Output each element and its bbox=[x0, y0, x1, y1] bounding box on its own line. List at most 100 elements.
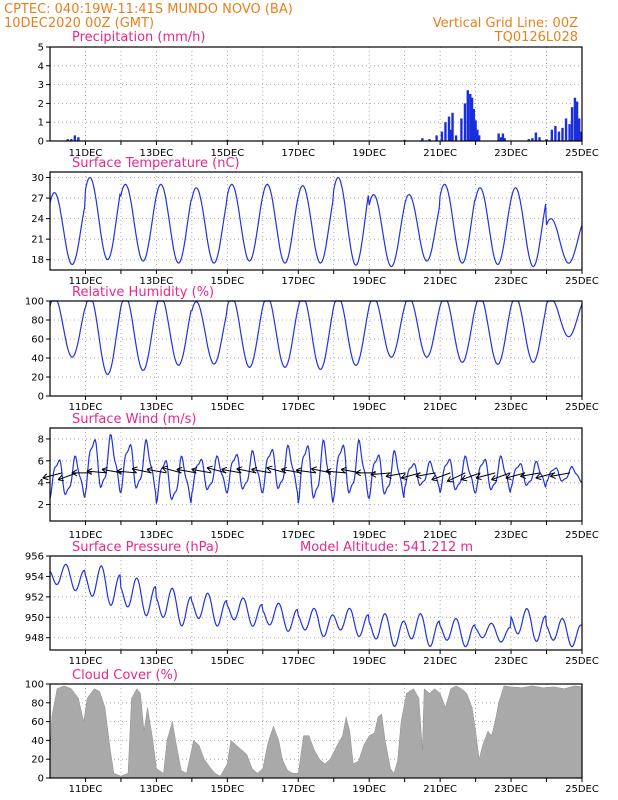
wind-ytick-label: 6 bbox=[38, 456, 44, 467]
wind-line bbox=[49, 433, 583, 504]
rh-date-label: 15DEC bbox=[210, 402, 244, 413]
precip-bar-16 bbox=[463, 103, 467, 141]
wind-vector-28 bbox=[461, 472, 481, 482]
pres-date-label: 21DEC bbox=[423, 656, 457, 667]
precip-date-label: 25DEC bbox=[565, 148, 599, 159]
rh-date-label: 17DEC bbox=[281, 402, 315, 413]
cloud-date-label: 13DEC bbox=[140, 784, 174, 795]
precip-date-label: 17DEC bbox=[281, 148, 315, 159]
wind-vector-14 bbox=[251, 466, 272, 474]
wind-vector-34 bbox=[549, 472, 571, 479]
precip-bar-14 bbox=[454, 135, 458, 141]
cloud-ytick-label: 80 bbox=[31, 698, 44, 709]
wind-vector-27 bbox=[446, 472, 466, 483]
wind-vector-32 bbox=[520, 472, 541, 479]
wind-vector-10 bbox=[191, 466, 212, 474]
meteogram-panels: 0 1 2 3 4 5 11DEC 13DEC 15DEC 17DEC 19DEC 21DEC 23DE… bbox=[25, 30, 599, 795]
precip-bar-21 bbox=[474, 120, 477, 141]
temp-panel: 18 21 24 27 30 11DEC 13DEC 15DEC 17DEC 19DEC 21DEC… bbox=[31, 156, 599, 287]
temp-title: Surface Temperature (nC) bbox=[72, 156, 240, 171]
temp-line bbox=[49, 176, 583, 268]
wind-ytick-label: 2 bbox=[38, 500, 44, 511]
precip-bar-22 bbox=[476, 129, 479, 141]
wind-vector-17 bbox=[295, 467, 317, 475]
wind-date-label: 11DEC bbox=[69, 530, 103, 541]
precip-bar-43 bbox=[579, 131, 583, 141]
header-grid-note: Vertical Grid Line: 00Z bbox=[433, 16, 578, 31]
pres-series bbox=[49, 563, 583, 648]
wind-ytick-label: 8 bbox=[38, 434, 44, 445]
header-run-date: 10DEC2020 00Z (GMT) bbox=[4, 16, 154, 31]
wind-vector-24 bbox=[400, 472, 421, 481]
rh-ytick-label: 0 bbox=[38, 392, 44, 403]
wind-date-label: 19DEC bbox=[352, 530, 386, 541]
cloud-date-label: 15DEC bbox=[210, 784, 244, 795]
precip-bar-39 bbox=[570, 107, 574, 141]
rh-date-label: 25DEC bbox=[565, 402, 599, 413]
temp-date-label: 11DEC bbox=[69, 276, 103, 287]
header-model-id: TQ0126L028 bbox=[494, 30, 578, 45]
wind-date-label: 21DEC bbox=[423, 530, 457, 541]
wind-series bbox=[49, 433, 583, 504]
wind-vector-31 bbox=[505, 472, 526, 481]
precip-bar-8 bbox=[435, 135, 438, 141]
precip-bar-3 bbox=[77, 137, 80, 141]
precip-bar-7 bbox=[428, 139, 431, 141]
wind-vector-0 bbox=[42, 472, 63, 481]
precip-date-label: 13DEC bbox=[140, 148, 174, 159]
rh-ytick-label: 40 bbox=[31, 354, 44, 365]
pres-line bbox=[49, 563, 583, 648]
wind-date-label: 15DEC bbox=[210, 530, 244, 541]
precip-bar-24 bbox=[497, 133, 500, 141]
precip-bar-0 bbox=[66, 139, 69, 141]
cloud-ytick-label: 100 bbox=[25, 680, 44, 691]
pres-date-label: 17DEC bbox=[281, 656, 315, 667]
pres-frame bbox=[49, 555, 583, 651]
precip-bar-34 bbox=[554, 125, 557, 141]
temp-ytick-label: 21 bbox=[31, 235, 44, 246]
wind-date-label: 25DEC bbox=[565, 530, 599, 541]
wind-vector-19 bbox=[325, 468, 346, 475]
precip-bar-32 bbox=[545, 139, 548, 141]
cloud-panel: 0 20 40 60 80 100 11DEC 13DEC 15DEC 17DEC 19DEC 21D… bbox=[25, 668, 599, 795]
pres-panel: 948 950 952 954 956 11DEC 13DEC 15DEC 17DEC 19DEC… bbox=[25, 540, 599, 667]
temp-date-label: 21DEC bbox=[423, 276, 457, 287]
precip-bar-26 bbox=[501, 133, 505, 141]
precip-bar-15 bbox=[460, 118, 463, 141]
cloud-series bbox=[49, 685, 583, 779]
cloud-area bbox=[49, 685, 583, 779]
rh-ytick-label: 100 bbox=[25, 297, 44, 308]
precip-date-label: 23DEC bbox=[494, 148, 528, 159]
precip-bar-36 bbox=[561, 127, 564, 141]
pres-date-label: 19DEC bbox=[352, 656, 386, 667]
precip-bar-37 bbox=[564, 118, 568, 141]
temp-frame bbox=[49, 171, 583, 271]
precip-bar-30 bbox=[534, 132, 538, 141]
pres-title: Surface Pressure (hPa) bbox=[72, 540, 219, 555]
cloud-date-label: 23DEC bbox=[494, 784, 528, 795]
wind-vector-29 bbox=[475, 472, 496, 481]
cloud-ytick-label: 0 bbox=[38, 774, 44, 785]
pres-ytick-label: 950 bbox=[25, 613, 44, 624]
precip-panel: 0 1 2 3 4 5 11DEC 13DEC 15DEC 17DEC 19DEC 21DEC 23DE… bbox=[38, 30, 599, 159]
precip-bar-31 bbox=[538, 137, 541, 141]
precip-bar-25 bbox=[499, 137, 503, 141]
wind-grid bbox=[50, 428, 582, 521]
precip-bar-11 bbox=[447, 116, 451, 141]
wind-vector-3 bbox=[86, 468, 107, 475]
rh-grid bbox=[50, 301, 582, 396]
rh-title: Relative Humidity (%) bbox=[72, 285, 214, 300]
precip-bar-18 bbox=[469, 94, 472, 141]
wind-vector-7 bbox=[146, 466, 167, 474]
precip-bar-2 bbox=[73, 135, 77, 141]
temp-date-label: 13DEC bbox=[140, 276, 174, 287]
wind-vector-25 bbox=[415, 472, 436, 479]
temp-ytick-label: 30 bbox=[31, 173, 44, 184]
precip-bar-33 bbox=[550, 129, 554, 141]
temp-series bbox=[49, 176, 583, 268]
rh-date-label: 21DEC bbox=[423, 402, 457, 413]
wind-vector-16 bbox=[281, 466, 302, 474]
precip-bar-28 bbox=[527, 139, 530, 141]
precip-bar-40 bbox=[573, 97, 577, 141]
